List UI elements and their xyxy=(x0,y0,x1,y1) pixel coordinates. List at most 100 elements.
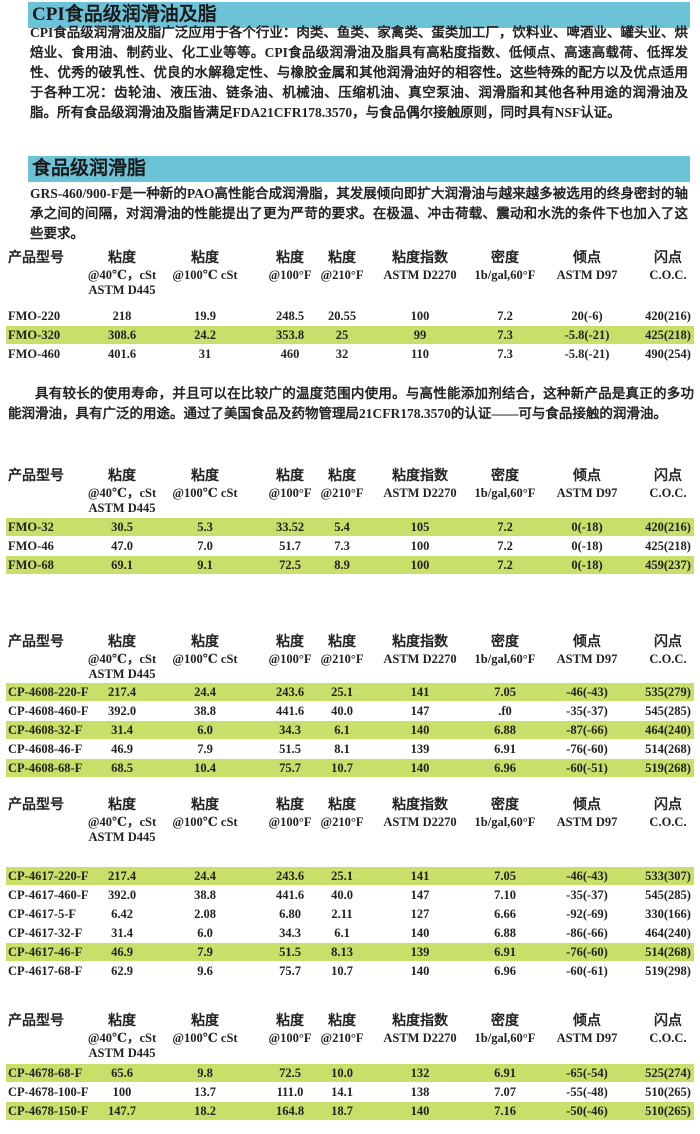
cell-value: 6.80 xyxy=(279,907,301,921)
cell-value: .f0 xyxy=(498,704,512,718)
column-title: 粘度 xyxy=(275,251,304,266)
column-header: 粘度 @40℃，cSt ASTM D445 xyxy=(88,797,156,845)
product-model: FMO-68 xyxy=(8,558,54,572)
cell-value: 18.2 xyxy=(194,1104,216,1118)
cell-value: -60(-51) xyxy=(566,761,608,775)
table-row: CP-4608-46-F 46.9 7.9 51.5 8.1 139 6.91 -76(-60… xyxy=(6,740,694,758)
cell-value: -5.8(-21) xyxy=(564,347,610,361)
column-title: 粘度 xyxy=(108,798,136,813)
column-title: 闪点 xyxy=(654,1014,682,1029)
table-row: FMO-460 401.6 31 460 32 110 7.3 -5.8(-21) 490(25… xyxy=(6,345,694,363)
column-header: 闪点 C.O.C. xyxy=(649,468,686,501)
column-header: 粘度 @210°F xyxy=(320,797,363,830)
column-unit: ASTM D97 xyxy=(556,652,618,666)
table-row: CP-4608-32-F 31.4 6.0 34.3 6.1 140 6.88 -87(-66… xyxy=(6,721,694,739)
column-header: 粘度指数 ASTM D2270 xyxy=(383,468,456,501)
column-title: 粘度 xyxy=(108,1014,136,1029)
product-model: FMO-460 xyxy=(8,347,61,361)
cell-value: 6.1 xyxy=(334,926,350,940)
cell-value: 514(268) xyxy=(645,742,691,756)
column-title: 粘度 xyxy=(275,469,304,484)
header-model: 产品型号 xyxy=(8,1014,64,1029)
cell-value: 459(237) xyxy=(645,558,691,572)
column-header: 粘度 @100°F xyxy=(268,468,311,501)
cell-value: 7.07 xyxy=(494,1085,516,1099)
cell-value: 105 xyxy=(410,520,430,534)
column-unit: ASTM D2270 xyxy=(383,486,457,500)
table-row: CP-4617-46-F 46.9 7.9 51.5 8.13 139 6.91 -76(-6… xyxy=(6,943,694,961)
cell-value: 100 xyxy=(112,1085,132,1099)
column-unit: 1b/gal,60°F xyxy=(474,815,536,829)
cell-value: 545(285) xyxy=(645,888,691,902)
cell-value: 0(-18) xyxy=(571,539,603,553)
column-unit: @100℃ cSt xyxy=(172,652,238,666)
cell-value: 33.52 xyxy=(275,520,305,534)
cell-value: 68.5 xyxy=(111,761,133,775)
cell-value: 127 xyxy=(410,907,430,921)
column-unit: ASTM D97 xyxy=(556,1031,618,1045)
cell-value: 7.3 xyxy=(497,347,513,361)
cell-value: 9.1 xyxy=(197,558,213,572)
column-unit: @210°F xyxy=(320,815,364,829)
product-model: CP-4608-220-F xyxy=(8,685,89,699)
header-model: 产品型号 xyxy=(8,635,64,650)
cell-value: 6.88 xyxy=(494,926,516,940)
cell-value: 6.96 xyxy=(494,964,516,978)
section-title-cpi: CPI食品级润滑油及脂 xyxy=(28,2,690,28)
cell-value: 140 xyxy=(410,926,430,940)
cell-value: -60(-61) xyxy=(566,964,608,978)
column-title: 粘度 xyxy=(327,798,356,813)
column-header: 倾点 ASTM D97 xyxy=(557,468,618,501)
column-header: 粘度 @100℃ cSt xyxy=(172,634,237,667)
header-model: 产品型号 xyxy=(8,469,64,484)
column-header: 粘度 @100°F xyxy=(268,1013,311,1046)
cell-value: 38.8 xyxy=(194,704,216,718)
cell-value: 25.1 xyxy=(331,685,353,699)
section-title-grease: 食品级润滑脂 xyxy=(28,156,690,182)
product-model: CP-4617-460-F xyxy=(8,888,89,902)
cell-value: 69.1 xyxy=(111,558,133,572)
column-unit: 1b/gal,60°F xyxy=(474,486,536,500)
cell-value: 330(166) xyxy=(645,907,691,921)
table-row: CP-4617-68-F 62.9 9.6 75.7 10.7 140 6.96 -60(-6… xyxy=(6,962,694,980)
cell-value: 8.13 xyxy=(331,945,353,959)
column-title: 粘度 xyxy=(108,469,136,484)
cell-value: 164.8 xyxy=(275,1104,305,1118)
column-header: 倾点 ASTM D97 xyxy=(557,1013,618,1046)
cell-value: 519(298) xyxy=(645,964,691,978)
cell-value: -50(-46) xyxy=(566,1104,608,1118)
cell-value: 65.6 xyxy=(111,1066,133,1080)
cell-value: 38.8 xyxy=(194,888,216,902)
cell-value: 138 xyxy=(410,1085,430,1099)
cell-value: 6.91 xyxy=(494,742,516,756)
cell-value: 14.1 xyxy=(331,1085,353,1099)
table-row: FMO-68 69.1 9.1 72.5 8.9 100 7.2 0(-18) 459(237) xyxy=(6,556,694,574)
table-row: CP-4678-150-F 147.7 18.2 164.8 18.7 140 7.16 -5… xyxy=(6,1102,694,1120)
product-model: CP-4617-32-F xyxy=(8,926,83,940)
column-unit: @40℃，cSt xyxy=(87,1031,157,1045)
table-row: FMO-320 308.6 24.2 353.8 25 99 7.3 -5.8(-21) 425… xyxy=(6,326,694,344)
cell-value: 464(240) xyxy=(645,926,691,940)
cell-value: 141 xyxy=(410,685,430,699)
cell-value: 31.4 xyxy=(111,723,133,737)
cell-value: 10.7 xyxy=(331,964,353,978)
column-title: 粘度 xyxy=(191,469,219,484)
cell-value: 100 xyxy=(410,309,430,323)
grease-paragraph: GRS-460/900-F是一种新的PAO高性能合成润滑脂，其发展倾向即扩大润滑… xyxy=(30,186,688,241)
cell-value: 62.9 xyxy=(111,964,133,978)
cell-value: 140 xyxy=(410,964,430,978)
column-header: 闪点 C.O.C. xyxy=(649,250,686,283)
product-model: CP-4608-46-F xyxy=(8,742,83,756)
column-header: 粘度 @100℃ cSt xyxy=(172,468,237,501)
cell-value: 10.4 xyxy=(194,761,216,775)
column-unit: ASTM D97 xyxy=(556,815,618,829)
table-row: CP-4608-220-F 217.4 24.4 243.6 25.1 141 7.05 -4… xyxy=(6,683,694,701)
column-unit: @100°F xyxy=(268,1031,312,1045)
cell-value: 51.5 xyxy=(279,742,301,756)
cell-value: 6.88 xyxy=(494,723,516,737)
column-header: 闪点 C.O.C. xyxy=(649,634,686,667)
cell-value: 24.4 xyxy=(194,869,216,883)
column-title: 闪点 xyxy=(654,798,682,813)
cell-value: 2.11 xyxy=(331,907,353,921)
cell-value: 308.6 xyxy=(107,328,137,342)
